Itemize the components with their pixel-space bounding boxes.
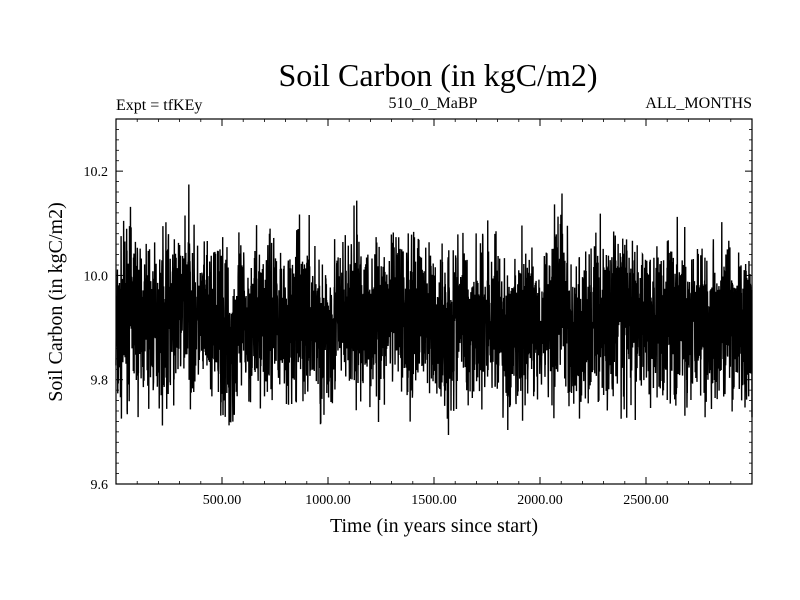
months-label: ALL_MONTHS	[645, 95, 752, 112]
x-tick-label: 2000.00	[517, 493, 563, 508]
y-axis: 9.6 9.8 10.0 10.2	[84, 129, 752, 493]
y-tick-label: 9.8	[91, 374, 109, 389]
x-tick-label: 2500.00	[623, 493, 669, 508]
x-tick-label: 1500.00	[411, 493, 457, 508]
x-axis: 500.00 1000.00 1500.00 2000.00 2500.00	[136, 119, 732, 508]
y-tick-label: 10.0	[84, 269, 109, 284]
y-axis-label: Soil Carbon (in kgC/m2)	[45, 202, 67, 401]
experiment-label: Expt = tfKEy	[116, 97, 202, 114]
period-label: 510_0_MaBP	[389, 95, 478, 112]
x-axis-label: Time (in years since start)	[330, 515, 538, 537]
x-tick-label: 1000.00	[305, 493, 351, 508]
plot-area	[115, 184, 753, 436]
series-line	[115, 184, 753, 436]
y-tick-label: 10.2	[84, 165, 109, 180]
chart-title: Soil Carbon (in kgC/m2)	[278, 57, 597, 93]
y-tick-label: 9.6	[91, 478, 109, 493]
x-tick-label: 500.00	[203, 493, 242, 508]
